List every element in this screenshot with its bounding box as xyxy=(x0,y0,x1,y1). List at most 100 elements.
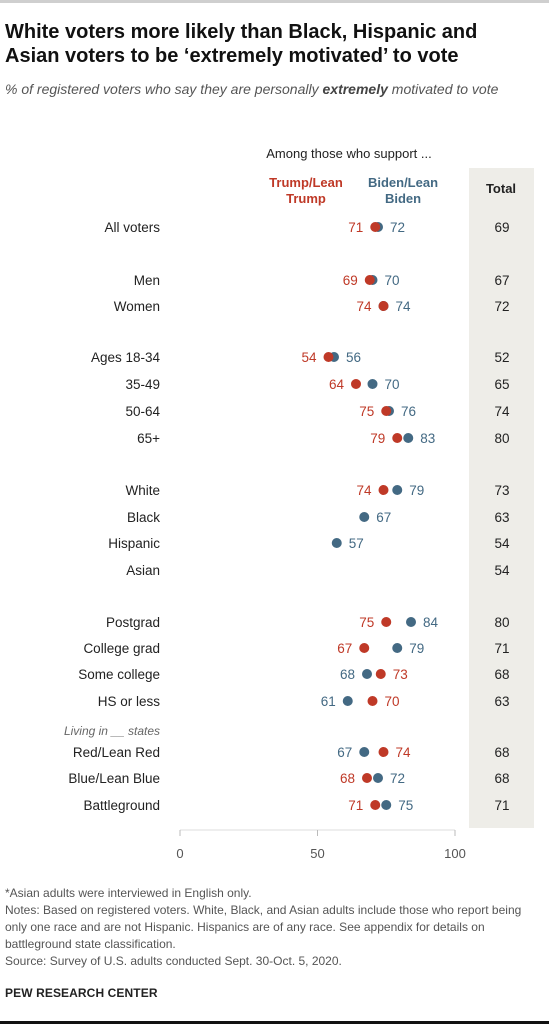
group-label-living-in-states: Living in __ states xyxy=(64,724,160,738)
biden-dot xyxy=(403,433,414,443)
trump-value-label: 71 xyxy=(348,220,363,235)
trump-value-label: 73 xyxy=(393,667,408,682)
chart-subtitle: % of registered voters who say they are … xyxy=(5,80,535,99)
total-value: 71 xyxy=(494,641,509,656)
biden-value-label: 70 xyxy=(385,273,400,288)
biden-value-label: 72 xyxy=(390,220,405,235)
biden-value-label: 70 xyxy=(385,377,400,392)
total-value: 80 xyxy=(494,615,509,630)
category-label: Ages 18-34 xyxy=(91,350,161,365)
trump-value-label: 74 xyxy=(356,483,372,498)
category-label: Postgrad xyxy=(106,615,160,630)
subtitle-emphasis: extremely xyxy=(322,81,388,97)
biden-dot xyxy=(342,696,353,706)
category-label: College grad xyxy=(83,641,160,656)
top-rule xyxy=(0,0,549,3)
category-label: 35-49 xyxy=(125,377,160,392)
biden-dot xyxy=(406,617,416,627)
brand-logo-text: PEW RESEARCH CENTER xyxy=(5,986,158,1000)
x-axis-tick-label: 100 xyxy=(444,846,466,861)
footnote-source: Source: Survey of U.S. adults conducted … xyxy=(5,954,342,968)
legend-trump-label: Trump/Lean xyxy=(269,175,343,190)
category-label: Hispanic xyxy=(108,536,160,551)
total-value: 52 xyxy=(494,350,509,365)
biden-value-label: 76 xyxy=(401,404,416,419)
trump-value-label: 54 xyxy=(301,350,317,365)
trump-dot xyxy=(367,696,378,706)
biden-value-label: 67 xyxy=(376,510,391,525)
total-column-bg xyxy=(469,168,534,828)
biden-value-label: 75 xyxy=(398,798,413,813)
trump-value-label: 75 xyxy=(359,615,374,630)
category-label: Asian xyxy=(126,563,160,578)
trump-dot xyxy=(381,406,392,416)
trump-dot xyxy=(375,669,386,679)
bottom-rule xyxy=(0,1021,549,1024)
total-value: 74 xyxy=(494,404,510,419)
biden-value-label: 79 xyxy=(409,641,424,656)
trump-dot xyxy=(359,643,370,653)
trump-dot xyxy=(381,617,392,627)
trump-value-label: 74 xyxy=(356,299,372,314)
x-axis-tick-label: 50 xyxy=(310,846,324,861)
trump-value-label: 68 xyxy=(340,771,355,786)
trump-value-label: 64 xyxy=(329,377,345,392)
category-label: Black xyxy=(127,510,160,525)
category-label: HS or less xyxy=(98,694,161,709)
total-value: 72 xyxy=(494,299,509,314)
biden-value-label: 68 xyxy=(340,667,355,682)
trump-dot xyxy=(378,301,389,311)
total-value: 65 xyxy=(494,377,509,392)
total-value: 54 xyxy=(494,563,510,578)
biden-dot xyxy=(381,800,392,810)
biden-value-label: 67 xyxy=(337,745,352,760)
biden-dot xyxy=(331,538,342,548)
biden-dot xyxy=(392,643,403,653)
biden-dot xyxy=(392,485,403,495)
category-label: Blue/Lean Blue xyxy=(68,771,160,786)
total-value: 68 xyxy=(494,745,509,760)
biden-dot xyxy=(373,773,383,783)
trump-dot xyxy=(362,773,372,783)
x-axis-tick-label: 0 xyxy=(176,846,183,861)
legend-trump-label: Trump xyxy=(286,191,326,206)
trump-value-label: 70 xyxy=(385,694,400,709)
trump-dot xyxy=(378,485,389,495)
subtitle-prefix: % of registered voters who say they are … xyxy=(5,81,323,97)
trump-dot xyxy=(351,379,361,389)
trump-dot xyxy=(370,222,381,232)
trump-dot xyxy=(392,433,403,443)
category-label: Men xyxy=(134,273,160,288)
trump-value-label: 75 xyxy=(359,404,374,419)
legend-biden-label: Biden xyxy=(385,191,421,206)
total-header: Total xyxy=(486,181,516,196)
biden-dot xyxy=(362,669,372,679)
total-value: 69 xyxy=(494,220,509,235)
trump-value-label: 79 xyxy=(370,431,385,446)
category-label: Battleground xyxy=(83,798,160,813)
dot-plot-chart: Among those who support ... Trump/LeanTru… xyxy=(64,146,534,861)
total-value: 68 xyxy=(494,771,509,786)
category-label: 65+ xyxy=(137,431,160,446)
legend-biden-label: Biden/Lean xyxy=(368,175,438,190)
biden-value-label: 84 xyxy=(423,615,439,630)
total-value: 63 xyxy=(494,510,509,525)
support-header: Among those who support ... xyxy=(266,146,431,161)
total-value: 54 xyxy=(494,536,510,551)
biden-value-label: 72 xyxy=(390,771,405,786)
category-label: White xyxy=(125,483,160,498)
category-label: All voters xyxy=(104,220,160,235)
category-label: Some college xyxy=(78,667,160,682)
subtitle-suffix: motivated to vote xyxy=(387,81,499,97)
trump-dot xyxy=(378,747,389,757)
trump-value-label: 69 xyxy=(343,273,358,288)
biden-value-label: 61 xyxy=(321,694,336,709)
trump-value-label: 67 xyxy=(337,641,352,656)
category-label: Red/Lean Red xyxy=(73,745,160,760)
chart-title: White voters more likely than Black, His… xyxy=(5,21,478,67)
trump-value-label: 74 xyxy=(396,745,412,760)
trump-dot xyxy=(370,800,381,810)
biden-dot xyxy=(367,379,378,389)
biden-dot xyxy=(359,747,370,757)
biden-value-label: 57 xyxy=(349,536,364,551)
